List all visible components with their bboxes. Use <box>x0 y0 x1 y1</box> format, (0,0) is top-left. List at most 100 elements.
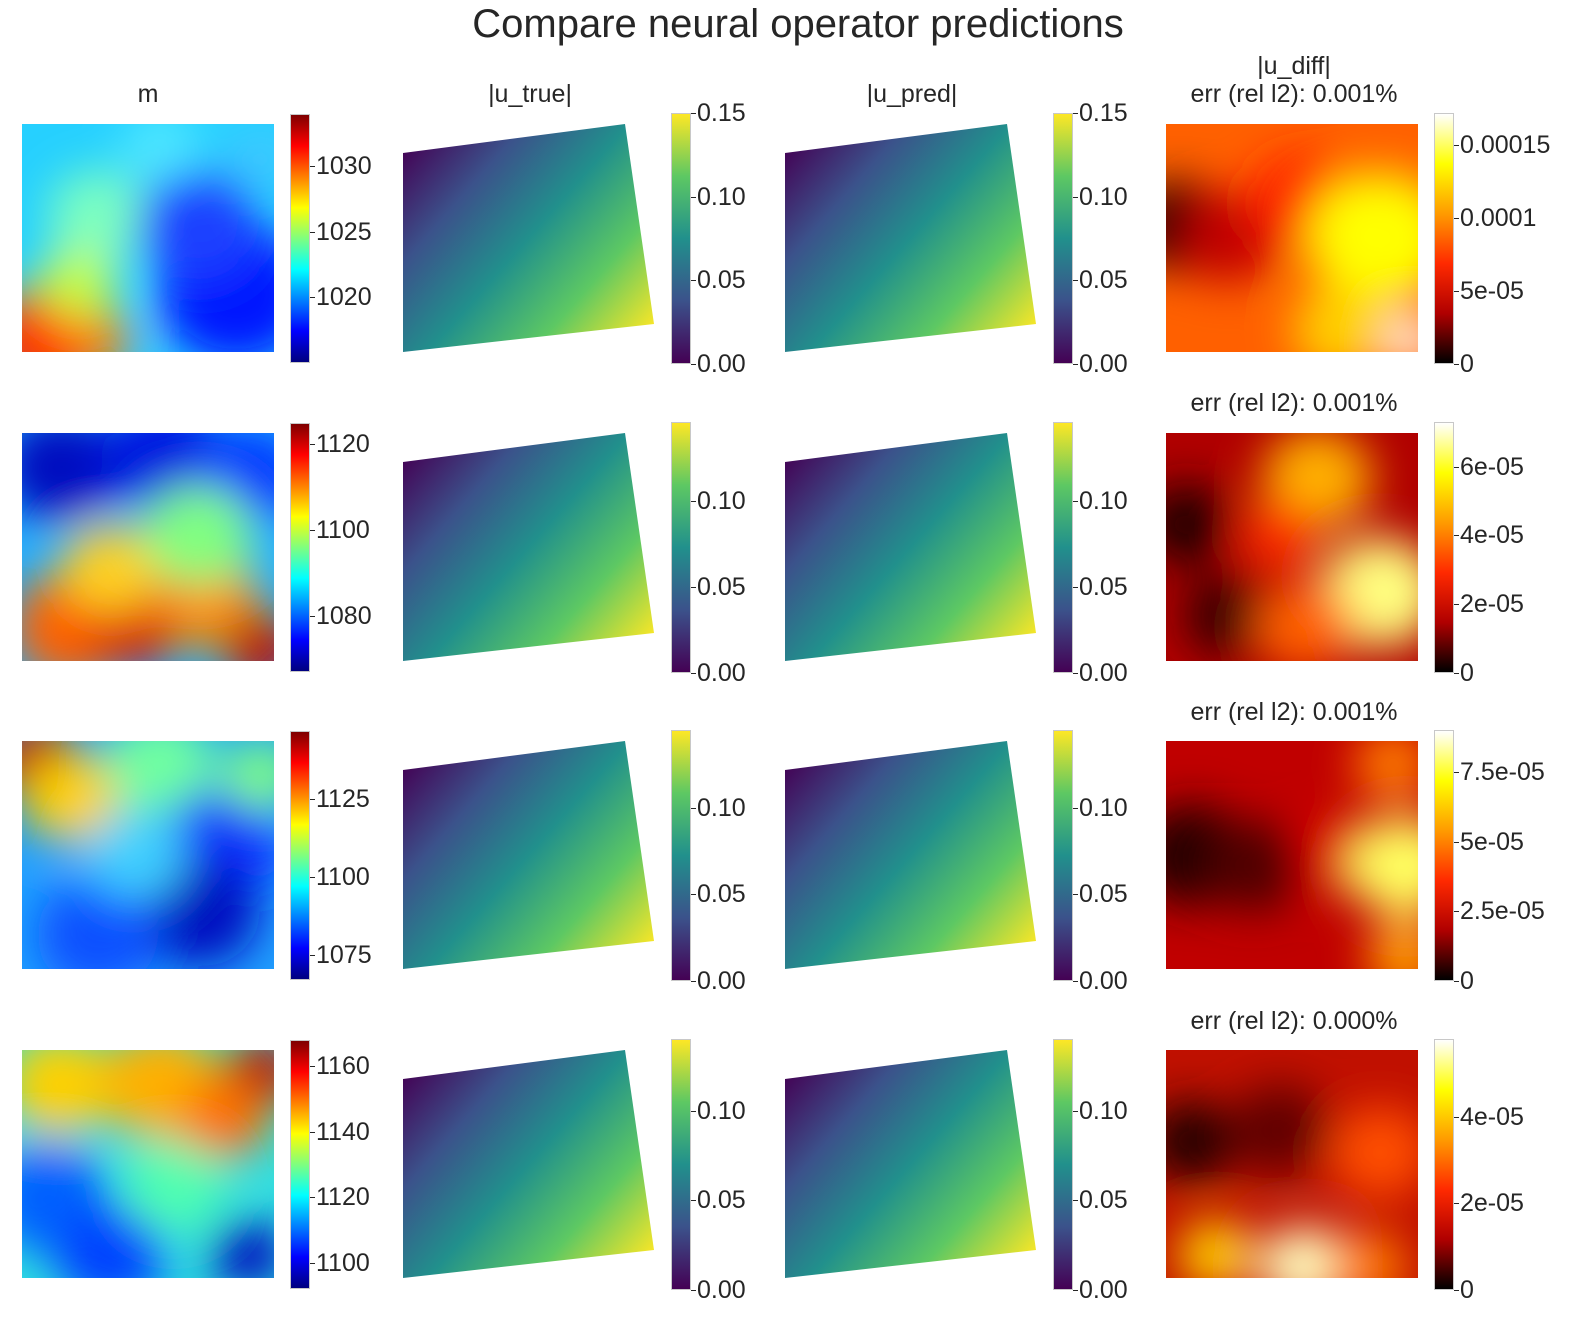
colorbar-tick-mark <box>1073 1111 1078 1112</box>
colorbar-tick-mark <box>310 1263 315 1264</box>
colorbar-tick-mark <box>1454 772 1459 773</box>
colorbar-tick-label: 2.5e-05 <box>1460 897 1545 925</box>
field-u-diff-row-2 <box>1166 433 1418 661</box>
colorbar-tick-label: 4e-05 <box>1460 1103 1524 1131</box>
colorbar-tick-label: 1100 <box>316 1249 370 1277</box>
colorbar-tick-mark <box>1454 535 1459 536</box>
colorbar-m-row-2 <box>290 423 310 672</box>
colorbar-tick-mark <box>1454 842 1459 843</box>
colorbar-u-pred-row-2 <box>1053 422 1073 673</box>
colorbar-tick-mark <box>1073 894 1078 895</box>
colorbar-tick-label: 6e-05 <box>1460 453 1524 481</box>
colorbar-tick-mark <box>691 113 696 114</box>
colorbar-tick-mark <box>1454 145 1459 146</box>
colorbar-tick-label: 0.15 <box>1079 99 1128 127</box>
row-3-error-subtitle: err (rel l2): 0.001% <box>1190 698 1398 726</box>
colorbar-tick-mark <box>691 501 696 502</box>
colorbar-tick-label: 1080 <box>316 602 372 630</box>
colorbar-tick-mark <box>1454 1203 1459 1204</box>
row-1-error-subtitle: err (rel l2): 0.001% <box>1190 80 1398 108</box>
field-m-row-3 <box>22 741 274 969</box>
colorbar-tick-mark <box>310 799 315 800</box>
colorbar-tick-label: 0.05 <box>1079 1186 1128 1214</box>
colorbar-u-diff-row-3 <box>1434 730 1454 981</box>
colorbar-tick-label: 0.15 <box>697 99 746 127</box>
field-u-true-row-4 <box>403 1050 655 1278</box>
colorbar-u-true-row-4 <box>671 1039 691 1290</box>
field-u-true-row-1 <box>403 124 655 352</box>
colorbar-tick-label: 0.05 <box>1079 573 1128 601</box>
colorbar-tick-label: 0.10 <box>697 794 746 822</box>
row-2-error-subtitle: err (rel l2): 0.001% <box>1190 389 1398 417</box>
colorbar-tick-mark <box>1073 981 1078 982</box>
colorbar-m-row-3 <box>290 731 310 980</box>
colorbar-u-pred-row-3 <box>1053 730 1073 981</box>
colorbar-tick-label: 0.00015 <box>1460 131 1551 159</box>
colorbar-tick-mark <box>310 955 315 956</box>
colorbar-tick-label: 0.00 <box>1079 967 1128 995</box>
field-u-pred-row-4 <box>785 1050 1037 1278</box>
colorbar-tick-label: 1100 <box>316 516 370 544</box>
colorbar-tick-label: 5e-05 <box>1460 277 1524 305</box>
colorbar-tick-mark <box>691 673 696 674</box>
figure-title: Compare neural operator predictions <box>472 2 1124 46</box>
field-u-diff-row-1 <box>1166 124 1418 352</box>
field-m-row-1 <box>22 124 274 352</box>
colorbar-u-true-row-2 <box>671 422 691 673</box>
colorbar-tick-label: 2e-05 <box>1460 590 1524 618</box>
colorbar-u-true-row-3 <box>671 730 691 981</box>
field-u-true-row-2 <box>403 433 655 661</box>
colorbar-tick-label: 5e-05 <box>1460 828 1524 856</box>
colorbar-tick-label: 0.10 <box>1079 183 1128 211</box>
colorbar-tick-label: 1120 <box>316 1183 370 1211</box>
colorbar-tick-mark <box>1073 1200 1078 1201</box>
colorbar-tick-label: 0.00 <box>697 1276 746 1304</box>
colorbar-tick-label: 0.0001 <box>1460 204 1537 232</box>
colorbar-tick-label: 0.00 <box>1079 350 1128 378</box>
colorbar-tick-mark <box>1073 587 1078 588</box>
colorbar-tick-label: 0.00 <box>697 967 746 995</box>
colorbar-tick-mark <box>1454 1290 1459 1291</box>
colorbar-tick-mark <box>691 981 696 982</box>
colorbar-tick-label: 0.05 <box>697 573 746 601</box>
colorbar-tick-label: 0.00 <box>1079 659 1128 687</box>
colorbar-tick-mark <box>691 364 696 365</box>
colorbar-tick-label: 1140 <box>316 1118 370 1146</box>
field-u-pred-row-2 <box>785 433 1037 661</box>
colorbar-tick-label: 0.10 <box>1079 487 1128 515</box>
colorbar-tick-mark <box>310 530 315 531</box>
colorbar-tick-mark <box>691 587 696 588</box>
colorbar-tick-label: 0.10 <box>1079 794 1128 822</box>
colorbar-u-diff-row-2 <box>1434 422 1454 673</box>
column-title-u-pred: |u_pred| <box>866 80 958 108</box>
colorbar-tick-mark <box>310 1197 315 1198</box>
colorbar-tick-label: 0.00 <box>697 659 746 687</box>
column-title-m: m <box>137 80 159 108</box>
colorbar-tick-label: 1100 <box>316 863 370 891</box>
colorbar-tick-label: 1025 <box>316 218 372 246</box>
colorbar-tick-label: 1020 <box>316 283 372 311</box>
field-u-diff-row-4 <box>1166 1050 1418 1278</box>
colorbar-u-diff-row-4 <box>1434 1039 1454 1290</box>
colorbar-tick-mark <box>1454 291 1459 292</box>
colorbar-tick-mark <box>310 166 315 167</box>
colorbar-tick-mark <box>1454 364 1459 365</box>
colorbar-tick-mark <box>310 1066 315 1067</box>
colorbar-tick-mark <box>691 197 696 198</box>
colorbar-tick-label: 0.05 <box>697 880 746 908</box>
colorbar-tick-mark <box>1073 673 1078 674</box>
colorbar-m-row-1 <box>290 114 310 363</box>
colorbar-tick-mark <box>691 1200 696 1201</box>
colorbar-tick-mark <box>691 894 696 895</box>
colorbar-tick-label: 1075 <box>316 941 372 969</box>
colorbar-tick-mark <box>1454 604 1459 605</box>
colorbar-tick-mark <box>1073 1290 1078 1291</box>
colorbar-u-diff-row-1 <box>1434 113 1454 364</box>
colorbar-tick-mark <box>310 1132 315 1133</box>
colorbar-tick-label: 1120 <box>316 430 370 458</box>
colorbar-tick-mark <box>1073 197 1078 198</box>
colorbar-tick-label: 0 <box>1460 659 1474 687</box>
colorbar-tick-mark <box>1073 280 1078 281</box>
colorbar-u-pred-row-4 <box>1053 1039 1073 1290</box>
colorbar-tick-mark <box>310 616 315 617</box>
